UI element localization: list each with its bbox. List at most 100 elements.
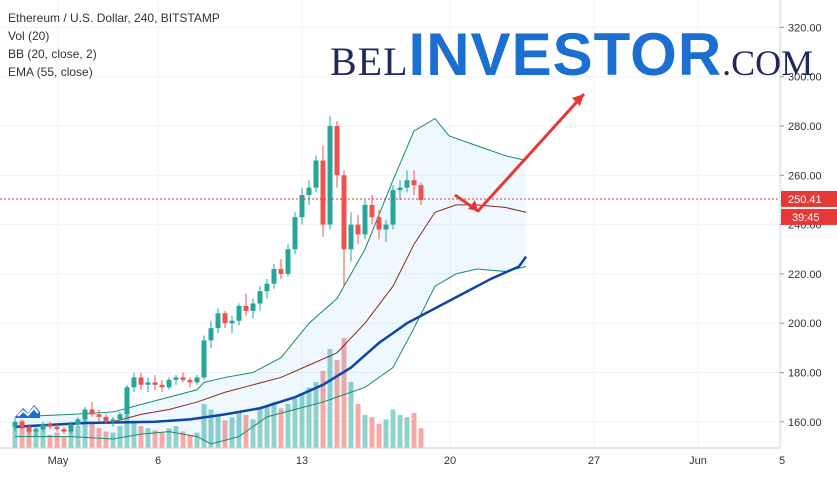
price-tick-label: 300.00: [788, 72, 822, 84]
candle-body: [54, 426, 60, 430]
volume-bar: [194, 432, 200, 448]
price-tick-label: 280.00: [788, 121, 822, 133]
volume-bar: [68, 430, 74, 448]
candle-body: [285, 249, 291, 274]
volume-bar: [292, 398, 298, 448]
volume-bar: [264, 406, 270, 448]
candle-body: [271, 268, 277, 284]
candle-body: [208, 328, 214, 341]
candle-body: [411, 180, 417, 186]
candle-body: [264, 283, 270, 292]
price-tick-label: 180.00: [788, 368, 822, 380]
candle-body: [117, 414, 123, 420]
volume-bar: [229, 417, 235, 448]
candle-body: [173, 377, 179, 380]
volume-bar: [215, 415, 221, 448]
candle-body: [243, 305, 249, 311]
volume-bar: [369, 417, 375, 448]
candle-body: [75, 419, 81, 425]
time-tick-label: 5: [779, 455, 785, 467]
volume-bar: [124, 415, 130, 448]
candle-body: [383, 224, 389, 230]
volume-bar: [89, 423, 95, 448]
candle-body: [145, 382, 151, 385]
candle-body: [222, 313, 228, 324]
volume-bar: [348, 382, 354, 448]
volume-bar: [222, 420, 228, 448]
legend-ema: EMA (55, close): [8, 65, 93, 79]
volume-bar: [187, 434, 193, 448]
candle-body: [96, 414, 102, 417]
price-tick-label: 220.00: [788, 269, 822, 281]
candle-body: [103, 416, 109, 422]
arrow-head-down: [468, 200, 478, 211]
candle-body: [334, 126, 340, 176]
candle-body: [138, 377, 144, 385]
candle-body: [397, 187, 403, 191]
candle-body: [320, 160, 326, 225]
time-tick-label: 6: [155, 455, 161, 467]
volume-bar: [376, 423, 382, 448]
ema-line: [14, 255, 528, 428]
volume-bar: [278, 408, 284, 448]
candle-body: [180, 377, 186, 380]
candle-body: [376, 217, 382, 230]
bb-upper-line: [14, 117, 527, 418]
volume-bar: [145, 428, 151, 448]
volume-bar: [110, 432, 116, 448]
volume-bar: [362, 415, 368, 448]
price-tick-label: 160.00: [788, 417, 822, 429]
volume-bar: [117, 426, 123, 448]
brand-watermark: BEL INVESTOR .COM: [330, 20, 813, 89]
volume-bar: [397, 415, 403, 448]
candle-body: [404, 180, 410, 188]
candle-body: [194, 377, 200, 383]
last-price-badge: [781, 190, 837, 207]
candle-body: [187, 379, 193, 383]
candle-body: [229, 320, 235, 324]
candle-body: [299, 195, 305, 218]
candle-body: [110, 419, 116, 422]
brand-part2: INVESTOR: [408, 21, 723, 88]
time-tick-label: Jun: [689, 455, 707, 467]
tradingview-logo-icon[interactable]: [14, 400, 42, 420]
volume-bar: [40, 423, 46, 448]
candle-body: [390, 190, 396, 225]
price-tick-label: 260.00: [788, 170, 822, 182]
candle-body: [236, 305, 242, 321]
legend-title: Ethereum / U.S. Dollar, 240, BITSTAMP: [8, 11, 220, 25]
price-tick-label: 320.00: [788, 22, 822, 34]
volume-bar: [250, 419, 256, 448]
volume-bar: [103, 431, 109, 448]
time-tick-label: 27: [588, 455, 600, 467]
volume-bar: [54, 432, 60, 448]
candle-body: [215, 313, 221, 329]
candle-body: [82, 409, 88, 420]
candle-body: [47, 424, 53, 427]
brand-part3: .COM: [722, 43, 814, 83]
candle-body: [362, 204, 368, 235]
candle-body: [40, 424, 46, 430]
volume-bar: [404, 417, 410, 448]
candle-body: [418, 185, 424, 200]
volume-bar: [82, 419, 88, 448]
candle-body: [348, 224, 354, 250]
volume-bar: [355, 404, 361, 448]
volume-bar: [320, 371, 326, 448]
candle-body: [12, 421, 18, 427]
time-tick-label: 20: [444, 455, 456, 467]
bb-middle-line: [14, 204, 527, 428]
price-tick-label: 200.00: [788, 318, 822, 330]
volume-bar: [19, 420, 25, 448]
volume-bar: [201, 404, 207, 448]
volume-bar: [334, 360, 340, 448]
countdown-label: 39:45: [792, 212, 820, 224]
volume-bar: [33, 428, 39, 448]
candle-body: [166, 379, 172, 388]
candle-body: [26, 426, 32, 432]
volume-bar: [173, 426, 179, 448]
legend-vol: Vol (20): [8, 29, 50, 43]
time-tick-label: 13: [296, 455, 308, 467]
